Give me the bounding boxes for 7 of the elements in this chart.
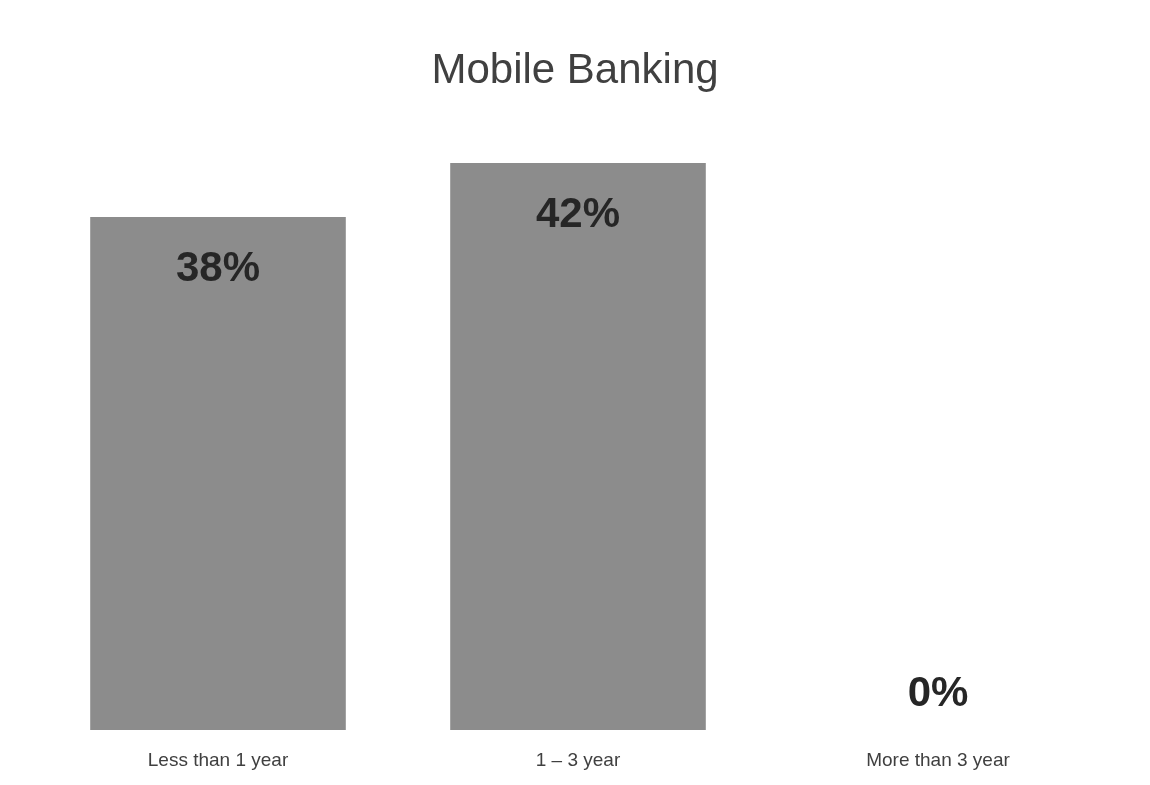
chart-title: Mobile Banking (431, 44, 719, 92)
data-label: 38% (175, 242, 261, 290)
x-tick-label: 1 – 3 year (535, 749, 621, 770)
data-label: 0% (907, 667, 969, 715)
x-tick-label: Less than 1 year (147, 749, 289, 770)
x-tick-label: More than 3 year (866, 749, 1011, 770)
data-label: 42% (535, 188, 621, 236)
